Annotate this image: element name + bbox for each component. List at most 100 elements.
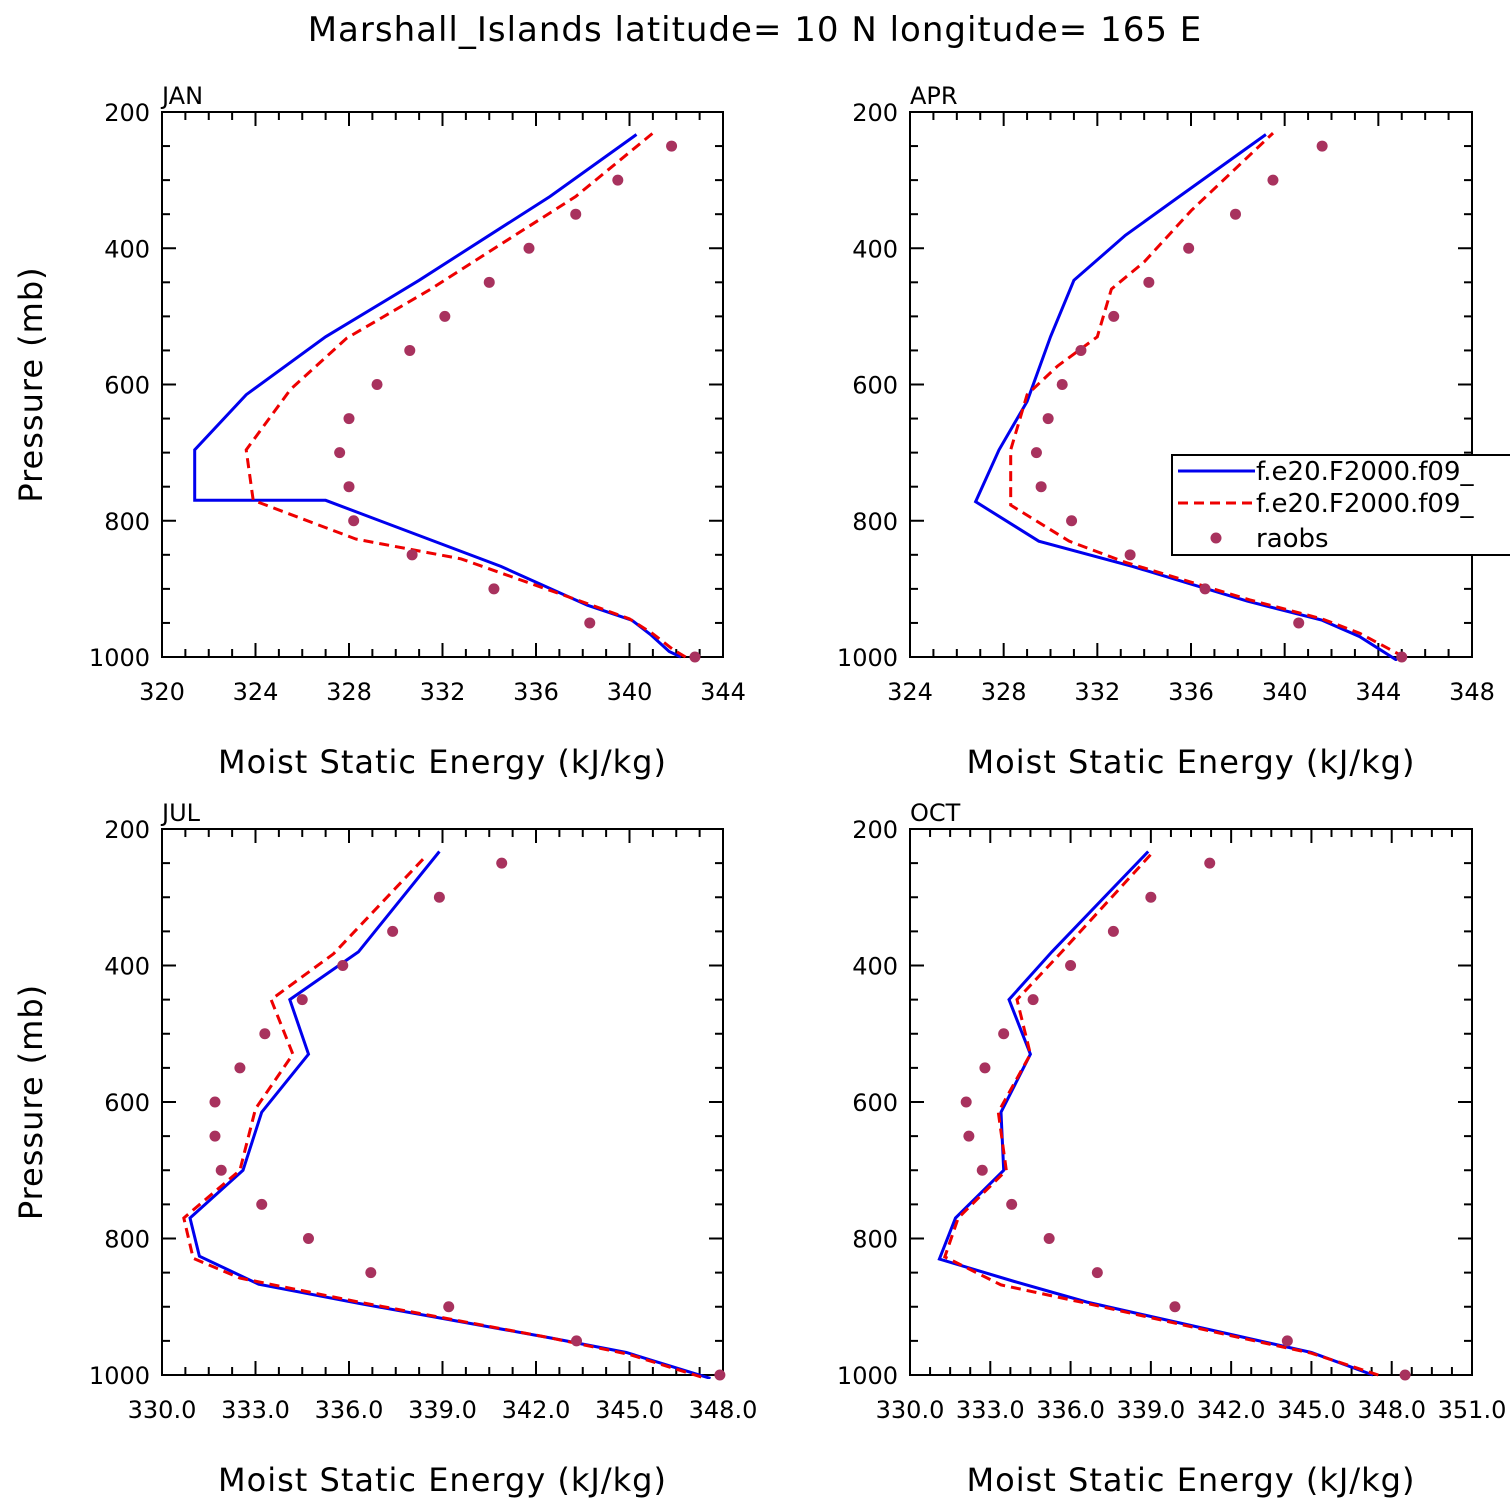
- legend: f.e20.F2000.f09_f.e20.F2000.f09_raobs: [1171, 454, 1510, 556]
- raobs-point: [404, 344, 416, 356]
- model1-line: [193, 133, 682, 659]
- raobs-point: [1399, 1369, 1411, 1381]
- x-tick-label: 345.0: [1277, 1396, 1346, 1424]
- raobs-point: [1027, 994, 1039, 1006]
- y-tick-label: 200: [104, 99, 150, 127]
- plot-frame: [161, 111, 724, 658]
- raobs-point: [337, 960, 349, 971]
- raobs-point: [1316, 140, 1328, 152]
- raobs-point: [488, 583, 500, 595]
- panel-title: APR: [910, 82, 958, 110]
- raobs-point: [433, 891, 445, 903]
- plot-frame: [909, 111, 1473, 658]
- raobs-point: [689, 651, 701, 663]
- raobs-point: [1145, 891, 1157, 903]
- x-tick-label: 345.0: [595, 1396, 664, 1424]
- figure-title: Marshall_Islands latitude= 10 N longitud…: [307, 10, 1203, 50]
- y-axis-label: Pressure (mb): [12, 266, 50, 502]
- raobs-point: [1043, 1233, 1055, 1244]
- plot-frame: [161, 828, 724, 1376]
- y-tick-label: 1000: [837, 644, 898, 672]
- x-tick-label: 340: [1262, 678, 1308, 706]
- raobs-point: [1065, 960, 1077, 971]
- raobs-point: [1267, 174, 1279, 186]
- model1-line: [188, 850, 711, 1379]
- raobs-point: [570, 208, 582, 220]
- y-tick-label: 200: [104, 816, 150, 844]
- x-tick-label: 330.0: [876, 1396, 945, 1424]
- x-tick-label: 348.0: [1357, 1396, 1426, 1424]
- x-tick-label: 336: [1168, 678, 1214, 706]
- raobs-point: [1293, 617, 1305, 629]
- raobs-point: [1199, 583, 1211, 595]
- y-tick-label: 400: [852, 953, 898, 981]
- panel-apr: APR 324 328 332 336 340 344 348 200 400 600 800 1000…: [837, 82, 1495, 781]
- raobs-point: [1042, 413, 1054, 425]
- raobs-point: [963, 1130, 975, 1142]
- x-tick-label: 351.0: [1438, 1396, 1507, 1424]
- raobs-point: [1169, 1301, 1181, 1313]
- x-axis-label: Moist Static Energy (kJ/kg): [218, 743, 667, 781]
- raobs-point: [1281, 1335, 1293, 1347]
- raobs-point: [343, 481, 355, 493]
- raobs-point: [1124, 549, 1136, 561]
- raobs-point: [439, 310, 451, 322]
- panel-title: OCT: [910, 799, 961, 827]
- x-axis-label: Moist Static Energy (kJ/kg): [218, 1461, 667, 1499]
- x-tick-label: 332: [420, 678, 466, 706]
- model1-line: [937, 850, 1374, 1377]
- raobs-point: [343, 413, 355, 425]
- raobs-point: [387, 925, 399, 937]
- x-tick-label: 340: [607, 678, 653, 706]
- raobs-point: [960, 1096, 972, 1108]
- x-tick-label: 344: [700, 678, 746, 706]
- model2-line: [1009, 132, 1405, 659]
- y-tick-label: 400: [104, 235, 150, 263]
- x-tick-label: 348: [1449, 678, 1495, 706]
- raobs-point: [365, 1267, 377, 1279]
- legend-marker: [1210, 532, 1222, 544]
- y-tick-label: 800: [104, 1226, 150, 1254]
- raobs-point: [443, 1301, 455, 1313]
- raobs-point: [523, 242, 535, 254]
- y-tick-label: 600: [852, 372, 898, 400]
- model2-line: [182, 857, 702, 1379]
- raobs-point: [584, 617, 596, 629]
- legend-label: f.e20.F2000.f09_: [1256, 489, 1474, 519]
- x-tick-label: 342.0: [1197, 1396, 1266, 1424]
- raobs-point: [1056, 379, 1068, 390]
- raobs-point: [1035, 481, 1047, 493]
- raobs-point: [1030, 447, 1042, 459]
- raobs-point: [1204, 857, 1216, 869]
- raobs-point: [371, 379, 383, 390]
- y-tick-label: 600: [104, 372, 150, 400]
- y-tick-label: 200: [852, 99, 898, 127]
- raobs-point: [1006, 1198, 1018, 1210]
- raobs-point: [612, 174, 624, 186]
- x-tick-label: 348.0: [689, 1396, 758, 1424]
- raobs-point: [496, 857, 508, 869]
- x-tick-label: 324: [887, 678, 933, 706]
- raobs-point: [1108, 310, 1120, 322]
- raobs-point: [1183, 242, 1195, 254]
- x-tick-label: 344: [1355, 678, 1401, 706]
- raobs-point: [334, 447, 346, 459]
- raobs-point: [571, 1335, 583, 1347]
- panel-title: JUL: [160, 799, 201, 827]
- y-tick-label: 800: [104, 508, 150, 536]
- y-tick-label: 800: [852, 508, 898, 536]
- raobs-point: [998, 1028, 1010, 1040]
- x-tick-label: 333.0: [956, 1396, 1025, 1424]
- y-tick-label: 400: [104, 953, 150, 981]
- model2-line: [244, 131, 687, 659]
- raobs-point: [215, 1164, 227, 1176]
- y-axis-label: Pressure (mb): [12, 984, 50, 1220]
- y-tick-label: 200: [852, 816, 898, 844]
- y-tick-label: 800: [852, 1226, 898, 1254]
- x-tick-label: 336.0: [315, 1396, 384, 1424]
- raobs-point: [976, 1164, 988, 1176]
- x-tick-label: 342.0: [502, 1396, 571, 1424]
- raobs-point: [348, 515, 360, 527]
- panel-jan: JAN 320 324 328 332 336 340 344 200 400 600 800 1000…: [12, 82, 746, 781]
